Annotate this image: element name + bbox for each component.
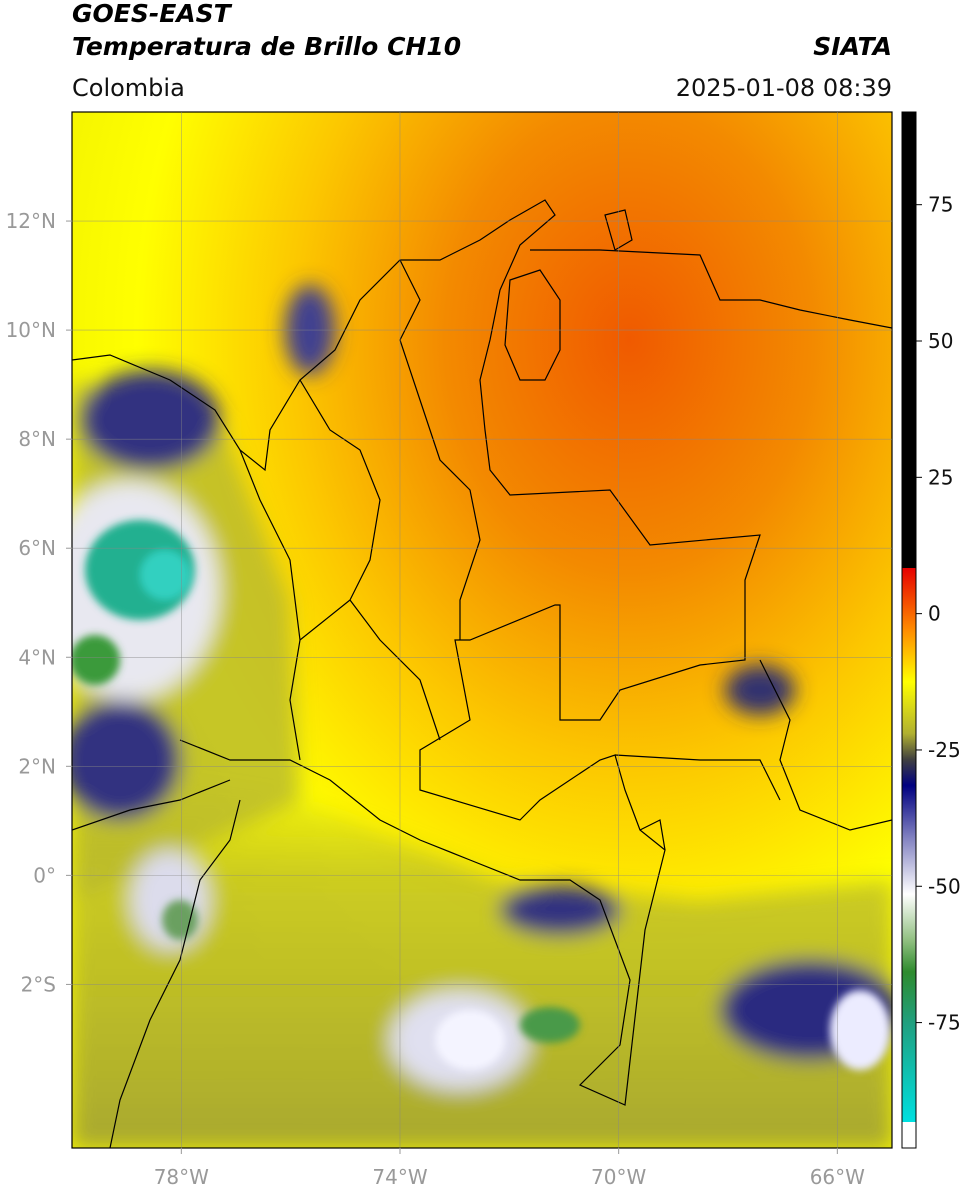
x-tick-label: 78°W (154, 1165, 209, 1189)
colorbar-label: -50 (928, 874, 961, 898)
colorbar-label: 75 (928, 193, 953, 217)
colorbar-label: 50 (928, 329, 953, 353)
colorbar (901, 111, 917, 1149)
map-frame (71, 111, 893, 1149)
x-tick-label: 70°W (591, 1165, 646, 1189)
y-tick-label: 12°N (6, 209, 56, 233)
x-tick-label: 74°W (372, 1165, 427, 1189)
y-tick-label: 0° (33, 863, 56, 887)
x-tick-label: 66°W (810, 1165, 865, 1189)
colorbar-label: 25 (928, 465, 953, 489)
colorbar-label: 0 (928, 602, 941, 626)
y-tick-label: 2°S (21, 972, 56, 996)
colorbar-label: -25 (928, 738, 961, 762)
datetime: 2025-01-08 08:39 (676, 74, 892, 102)
satellite-image (72, 112, 892, 1148)
source: SIATA (813, 32, 892, 61)
colorbar-label: -75 (928, 1011, 961, 1035)
y-tick-label: 4°N (18, 645, 56, 669)
y-tick-label: 10°N (6, 318, 56, 342)
y-tick-label: 6°N (18, 536, 56, 560)
title: GOES-EAST (72, 0, 233, 28)
region: Colombia (72, 74, 185, 102)
subtitle: Temperatura de Brillo CH10 (72, 32, 461, 61)
y-tick-label: 2°N (18, 754, 56, 778)
y-tick-label: 8°N (18, 427, 56, 451)
